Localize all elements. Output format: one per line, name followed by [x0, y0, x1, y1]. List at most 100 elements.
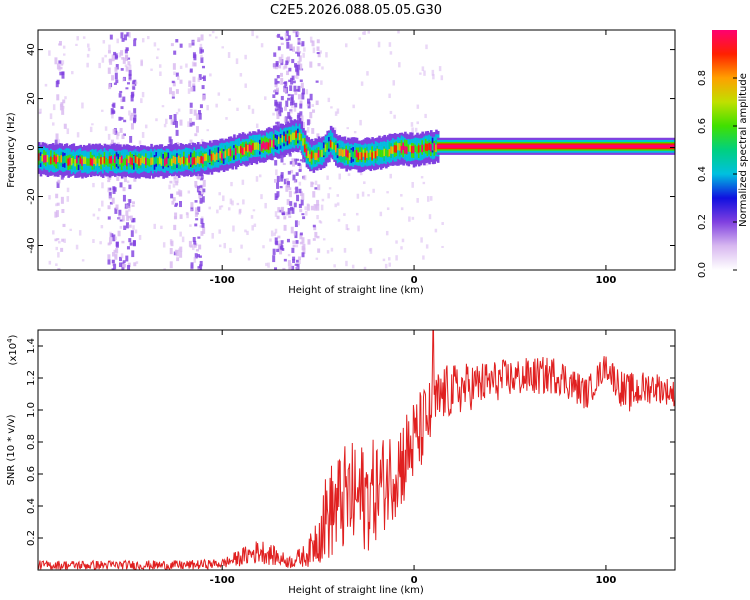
noise-speckle	[334, 203, 337, 208]
spectral-trace-cell	[431, 143, 435, 151]
noise-speckle	[285, 38, 289, 42]
noise-speckle	[422, 181, 426, 185]
spectral-trace-cell	[165, 156, 169, 165]
noise-speckle	[190, 262, 194, 269]
noise-speckle	[247, 105, 251, 110]
spectral-trace-cell	[138, 158, 141, 166]
spectral-trace-cell	[77, 157, 81, 165]
noise-speckle	[276, 81, 280, 84]
noise-speckle	[422, 255, 425, 260]
noise-speckle	[62, 53, 66, 56]
noise-speckle	[382, 258, 386, 262]
spectral-trace-cell	[390, 146, 393, 154]
noise-speckle	[121, 240, 125, 244]
spectral-trace-cell	[131, 157, 134, 166]
noise-speckle	[251, 225, 254, 231]
noise-speckle	[55, 263, 58, 267]
spectral-trace-cell	[148, 159, 152, 167]
noise-speckle	[384, 263, 388, 269]
spectral-trace-cell	[115, 156, 119, 164]
noise-speckle	[285, 211, 289, 216]
spectral-trace-cell	[236, 145, 240, 154]
spectral-trace-cell	[336, 147, 340, 156]
noise-speckle	[195, 218, 199, 221]
noise-speckle	[299, 233, 303, 240]
noise-speckle	[283, 117, 287, 123]
noise-speckle	[217, 92, 221, 96]
spectral-trace-cell	[335, 145, 338, 153]
noise-speckle	[282, 66, 286, 70]
noise-speckle	[112, 129, 116, 135]
spectral-trace-cell	[397, 143, 400, 151]
spectral-trace-cell	[186, 158, 190, 166]
noise-speckle	[292, 80, 296, 84]
noise-speckle	[186, 212, 189, 219]
noise-speckle	[55, 193, 59, 199]
noise-speckle	[337, 218, 341, 222]
spectral-trace-cell	[127, 155, 131, 164]
spectral-trace-cell	[252, 143, 255, 151]
noise-speckle	[128, 69, 132, 77]
noise-speckle	[116, 133, 119, 140]
snr-ytick-label: 0.4	[26, 498, 37, 514]
noise-speckle	[305, 89, 309, 95]
noise-speckle	[300, 199, 304, 206]
spectrogram-ytick-label: -40	[26, 237, 37, 253]
noise-speckle	[198, 74, 202, 81]
noise-speckle	[280, 174, 284, 182]
noise-speckle	[113, 82, 117, 85]
noise-speckle	[292, 161, 296, 167]
noise-speckle	[48, 50, 51, 56]
noise-speckle	[326, 175, 329, 180]
snr-ylabel: SNR (10 * v/v)	[6, 414, 17, 485]
noise-speckle	[111, 197, 115, 204]
noise-speckle	[130, 123, 134, 130]
noise-speckle	[301, 88, 305, 95]
noise-speckle	[298, 51, 302, 54]
spectral-trace-cell	[303, 144, 307, 152]
spectral-trace-cell	[416, 146, 419, 154]
noise-speckle	[280, 77, 284, 85]
noise-speckle	[328, 187, 332, 190]
spectrogram-plot-area	[38, 30, 675, 270]
spectral-trace-cell	[379, 149, 383, 158]
noise-speckle	[133, 117, 137, 122]
noise-speckle	[410, 122, 414, 127]
noise-speckle	[306, 98, 310, 104]
spectral-trace-cell	[376, 148, 380, 157]
noise-speckle	[128, 238, 132, 243]
noise-speckle	[138, 234, 142, 240]
noise-speckle	[55, 133, 59, 140]
noise-speckle	[125, 255, 129, 262]
noise-speckle	[197, 254, 201, 258]
noise-speckle	[301, 121, 305, 128]
spectral-trace-cell	[43, 155, 46, 163]
noise-speckle	[121, 268, 125, 270]
noise-speckle	[179, 214, 183, 219]
noise-speckle	[299, 79, 303, 82]
noise-speckle	[273, 178, 277, 183]
noise-speckle	[287, 170, 291, 175]
noise-speckle	[273, 89, 277, 93]
noise-speckle	[176, 257, 180, 262]
noise-speckle	[114, 130, 118, 135]
noise-speckle	[173, 118, 177, 122]
colorbar-ticks: 0.0 0.2 0.4 0.6 0.8	[697, 70, 737, 278]
noise-speckle	[302, 52, 305, 58]
noise-speckle	[296, 69, 300, 76]
spectral-trace-cell	[326, 142, 329, 151]
noise-speckle	[179, 190, 183, 197]
spectral-trace-cell	[134, 155, 138, 163]
noise-speckle	[194, 210, 198, 217]
noise-speckle	[293, 202, 297, 208]
noise-speckle	[61, 105, 65, 109]
noise-speckle	[295, 240, 299, 244]
noise-speckle	[107, 179, 111, 183]
spectral-trace-cell	[357, 152, 361, 160]
noise-speckle	[327, 97, 331, 103]
noise-speckle	[438, 66, 442, 72]
noise-speckle	[274, 92, 278, 95]
spectral-trace-cell	[322, 148, 326, 156]
noise-speckle	[192, 83, 196, 86]
noise-speckle	[102, 40, 106, 44]
